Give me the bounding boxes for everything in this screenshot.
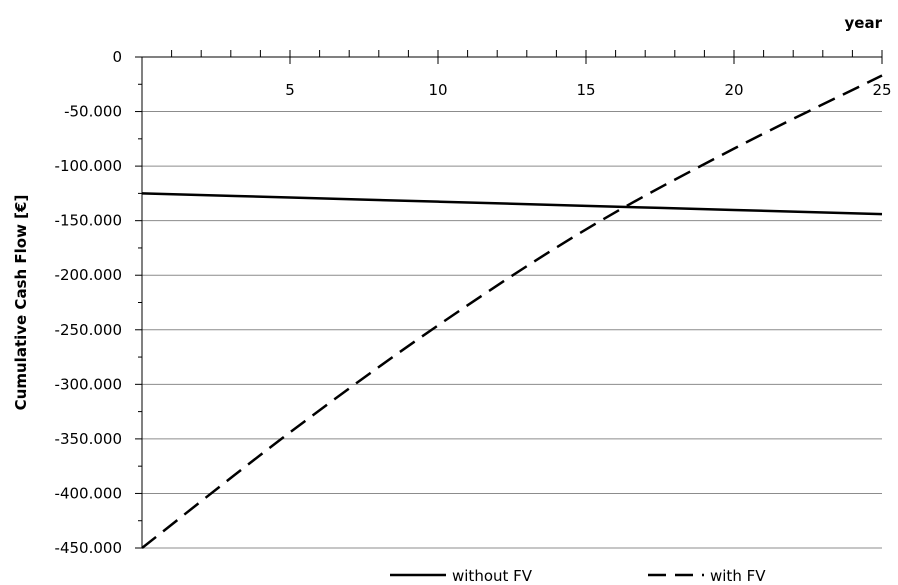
legend-label-1: with FV [710,567,766,585]
y-tick-label: 0 [112,48,122,66]
y-tick-label: -350.000 [55,430,122,448]
y-tick-label: -300.000 [55,375,122,393]
legend-label-0: without FV [452,567,533,585]
x-tick-label: 25 [872,81,891,99]
axes [135,50,883,549]
series-line-0 [141,192,883,216]
grid [142,111,882,549]
y-tick-label: -400.000 [55,484,122,502]
legend: without FV with FV [390,567,766,585]
y-tick-label: -150.000 [55,212,122,230]
x-tick-label: 10 [428,81,447,99]
series-line-1 [141,74,883,549]
x-tick-label: 15 [576,81,595,99]
y-tick-label: -450.000 [55,539,122,557]
y-tick-label: -50.000 [64,103,122,121]
labels: 0 -50.000 -100.000 -150.000 -200.000 -250.000… [12,14,892,557]
x-axis-title: year [845,14,883,32]
x-tick-label: 5 [285,81,295,99]
y-axis-title: Cumulative Cash Flow [€] [12,195,30,411]
y-tick-label: -250.000 [55,321,122,339]
x-tick-label: 20 [724,81,743,99]
series [141,74,883,549]
y-tick-label: -200.000 [55,266,122,284]
y-tick-label: -100.000 [55,157,122,175]
